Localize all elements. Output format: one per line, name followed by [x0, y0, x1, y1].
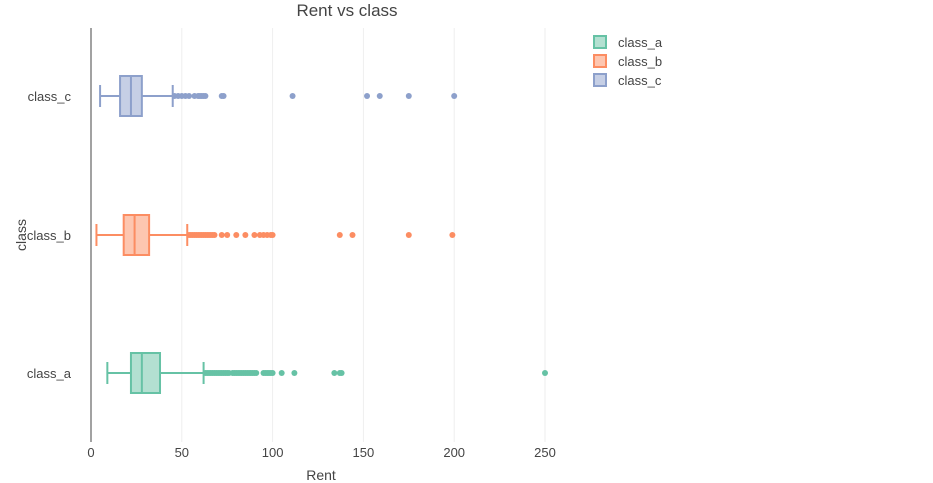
- y-axis-title: class: [13, 219, 29, 251]
- outlier-point: [349, 232, 356, 238]
- outlier-point: [405, 232, 412, 238]
- outlier-point: [449, 232, 456, 238]
- y-category-label: class_c: [28, 89, 72, 104]
- box-trace-class_b: [95, 214, 456, 256]
- legend-label: class_b: [618, 54, 662, 69]
- box-traces: [95, 75, 548, 394]
- legend-item-class_c[interactable]: class_c: [593, 73, 662, 88]
- legend-swatch: [593, 73, 607, 87]
- box-trace-class_a: [106, 352, 548, 394]
- box-iqr: [129, 352, 162, 394]
- outlier-point: [218, 232, 225, 238]
- outlier-point: [336, 232, 343, 238]
- x-tick-label: 50: [175, 445, 189, 460]
- y-category-label: class_a: [27, 366, 72, 381]
- x-tick-label: 150: [353, 445, 375, 460]
- x-axis-title: Rent: [306, 467, 336, 483]
- legend-item-class_b[interactable]: class_b: [593, 54, 662, 69]
- y-category-labels: class_a class_b class_c: [27, 89, 72, 381]
- outlier-point: [376, 93, 383, 99]
- legend-label: class_c: [618, 73, 662, 88]
- outlier-point: [220, 93, 227, 99]
- x-tick-labels: 0 50 100 150 200 250: [87, 445, 555, 460]
- outlier-point: [405, 93, 412, 99]
- x-tick-label: 0: [87, 445, 94, 460]
- outlier-point: [269, 232, 276, 238]
- chart-title: Rent vs class: [296, 1, 397, 20]
- outlier-point: [253, 370, 260, 376]
- outlier-point: [186, 93, 193, 99]
- x-tick-label: 200: [443, 445, 465, 460]
- box-trace-class_c: [99, 75, 458, 117]
- outlier-point: [542, 370, 548, 376]
- outlier-point: [233, 232, 240, 238]
- outlier-point: [291, 370, 298, 376]
- legend-label: class_a: [618, 35, 663, 50]
- legend: class_a class_b class_c: [593, 35, 663, 88]
- outlier-point: [331, 370, 338, 376]
- outlier-point: [364, 93, 371, 99]
- outlier-point: [451, 93, 458, 99]
- x-tick-label: 250: [534, 445, 556, 460]
- outlier-point: [202, 93, 209, 99]
- box-iqr: [122, 214, 151, 256]
- x-tick-label: 100: [262, 445, 284, 460]
- outlier-point: [269, 370, 276, 376]
- outlier-point: [289, 93, 296, 99]
- legend-swatch: [593, 54, 607, 68]
- legend-swatch: [593, 35, 607, 49]
- outlier-point: [211, 232, 218, 238]
- y-category-label: class_b: [27, 228, 71, 243]
- outlier-point: [224, 232, 231, 238]
- outlier-point: [338, 370, 345, 376]
- outlier-point: [278, 370, 285, 376]
- legend-item-class_a[interactable]: class_a: [593, 35, 663, 50]
- outlier-point: [251, 232, 258, 238]
- outlier-point: [242, 232, 249, 238]
